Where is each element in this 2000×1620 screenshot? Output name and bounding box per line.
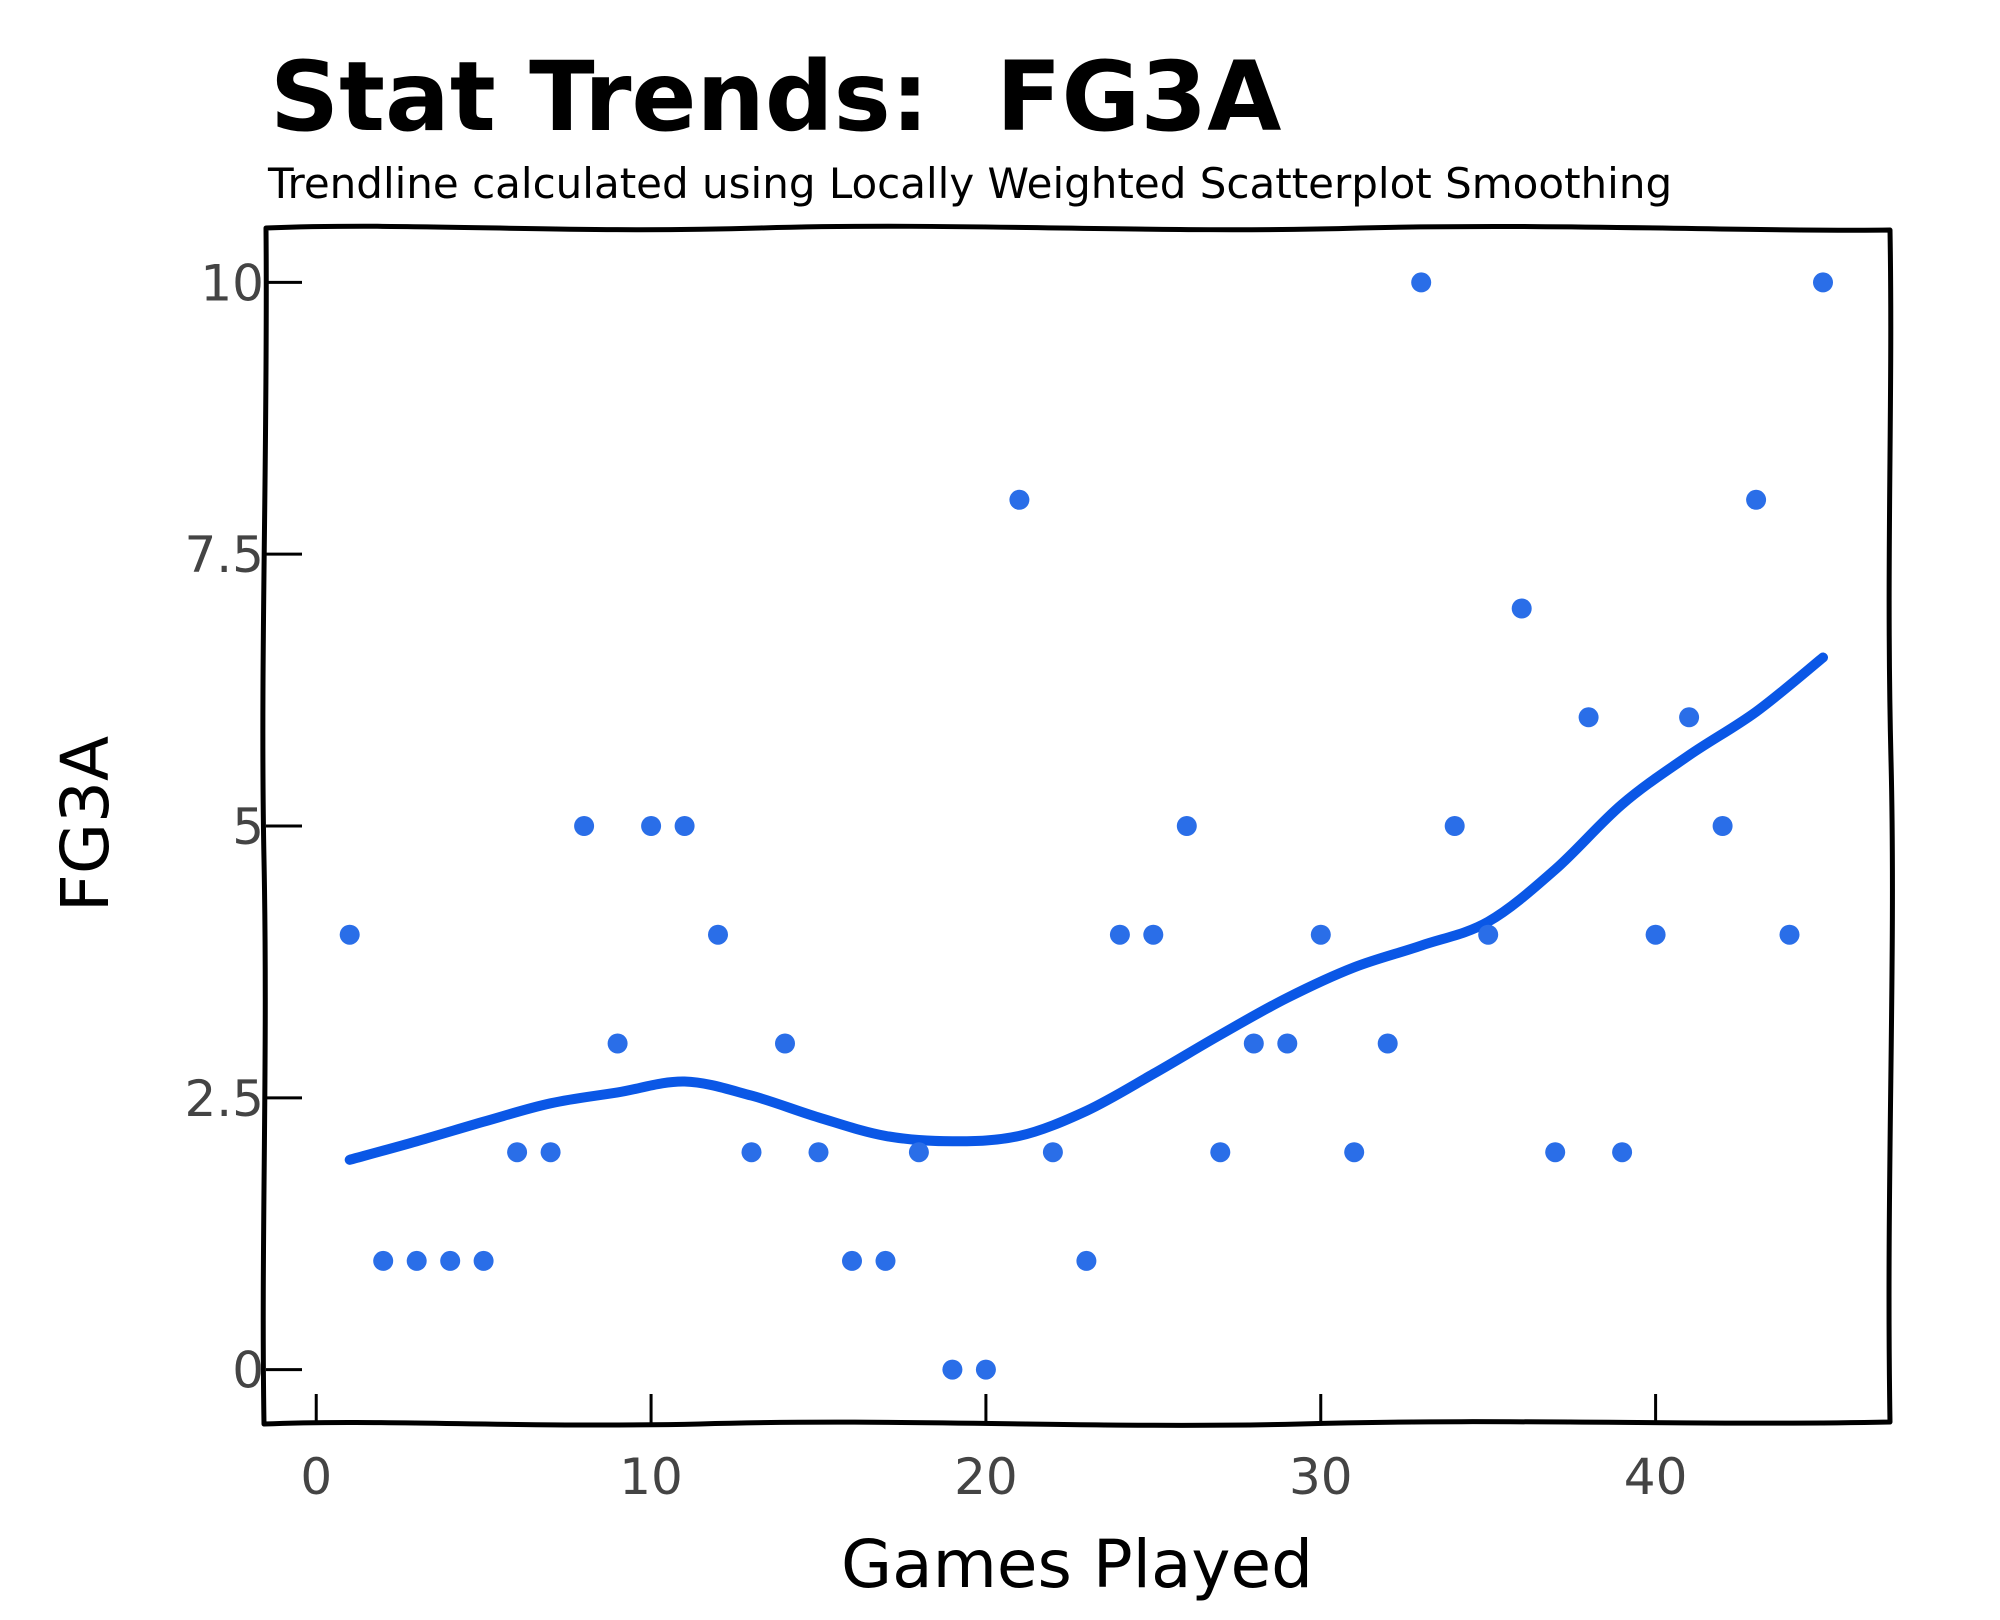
- data-point: [1444, 816, 1465, 836]
- data-point: [1042, 1142, 1063, 1163]
- data-point: [1344, 1142, 1365, 1163]
- data-point: [942, 1359, 963, 1380]
- y-axis-ticks: 0 2.5 5 7.5 10: [184, 254, 302, 1400]
- data-point: [1277, 1033, 1298, 1054]
- data-point: [1779, 924, 1800, 945]
- chart-title: Stat Trends: FG3A: [270, 41, 1281, 153]
- data-point: [1243, 1033, 1264, 1054]
- data-point: [1478, 924, 1499, 945]
- data-point: [1813, 272, 1833, 293]
- y-axis-label: FG3A: [47, 736, 124, 912]
- data-point: [842, 1250, 862, 1271]
- x-tick-label: 0: [300, 1448, 332, 1506]
- x-tick-label: 10: [619, 1448, 683, 1506]
- y-tick-label: 7.5: [184, 526, 264, 584]
- data-point: [440, 1250, 461, 1271]
- x-axis-ticks: 0 10 20 30 40: [300, 1394, 1687, 1506]
- y-tick-label: 10: [200, 254, 264, 312]
- data-point: [1143, 924, 1164, 945]
- scatter-points: [339, 272, 1833, 1380]
- chart-subtitle: Trendline calculated using Locally Weigh…: [267, 159, 1672, 208]
- data-point: [574, 816, 595, 836]
- y-tick-label: 5: [232, 798, 264, 856]
- data-point: [507, 1142, 528, 1163]
- data-point: [775, 1033, 795, 1054]
- data-point: [741, 1142, 762, 1163]
- data-point: [1612, 1142, 1633, 1163]
- plot-frame: [260, 223, 1895, 1428]
- data-point: [708, 924, 728, 945]
- data-point: [1645, 924, 1666, 945]
- data-point: [1176, 816, 1197, 836]
- x-tick-label: 30: [1289, 1448, 1353, 1506]
- y-tick-label: 2.5: [184, 1070, 264, 1128]
- data-point: [406, 1250, 427, 1271]
- data-point: [1511, 598, 1532, 619]
- data-point: [1679, 707, 1700, 728]
- data-point: [1310, 924, 1331, 945]
- data-point: [808, 1142, 829, 1163]
- data-point: [1210, 1142, 1231, 1163]
- x-tick-label: 40: [1624, 1448, 1688, 1506]
- data-point: [1076, 1250, 1097, 1271]
- data-point: [473, 1250, 494, 1271]
- data-point: [1545, 1142, 1566, 1163]
- data-point: [1746, 489, 1767, 510]
- data-point: [1578, 707, 1599, 728]
- data-point: [540, 1142, 561, 1163]
- data-point: [875, 1250, 896, 1271]
- data-point: [607, 1033, 628, 1054]
- data-point: [641, 816, 662, 836]
- trend-line: [344, 652, 1828, 1165]
- data-point: [339, 924, 360, 945]
- y-tick-label: 0: [232, 1342, 264, 1400]
- data-point: [1009, 489, 1030, 510]
- data-point: [1377, 1033, 1398, 1054]
- x-tick-label: 20: [954, 1448, 1018, 1506]
- data-point: [674, 816, 695, 836]
- data-point: [1109, 924, 1130, 945]
- data-point: [373, 1250, 394, 1271]
- data-point: [1411, 272, 1432, 293]
- data-point: [1712, 816, 1733, 836]
- data-point: [975, 1359, 996, 1380]
- data-point: [908, 1142, 929, 1163]
- x-axis-label: Games Played: [841, 1526, 1313, 1603]
